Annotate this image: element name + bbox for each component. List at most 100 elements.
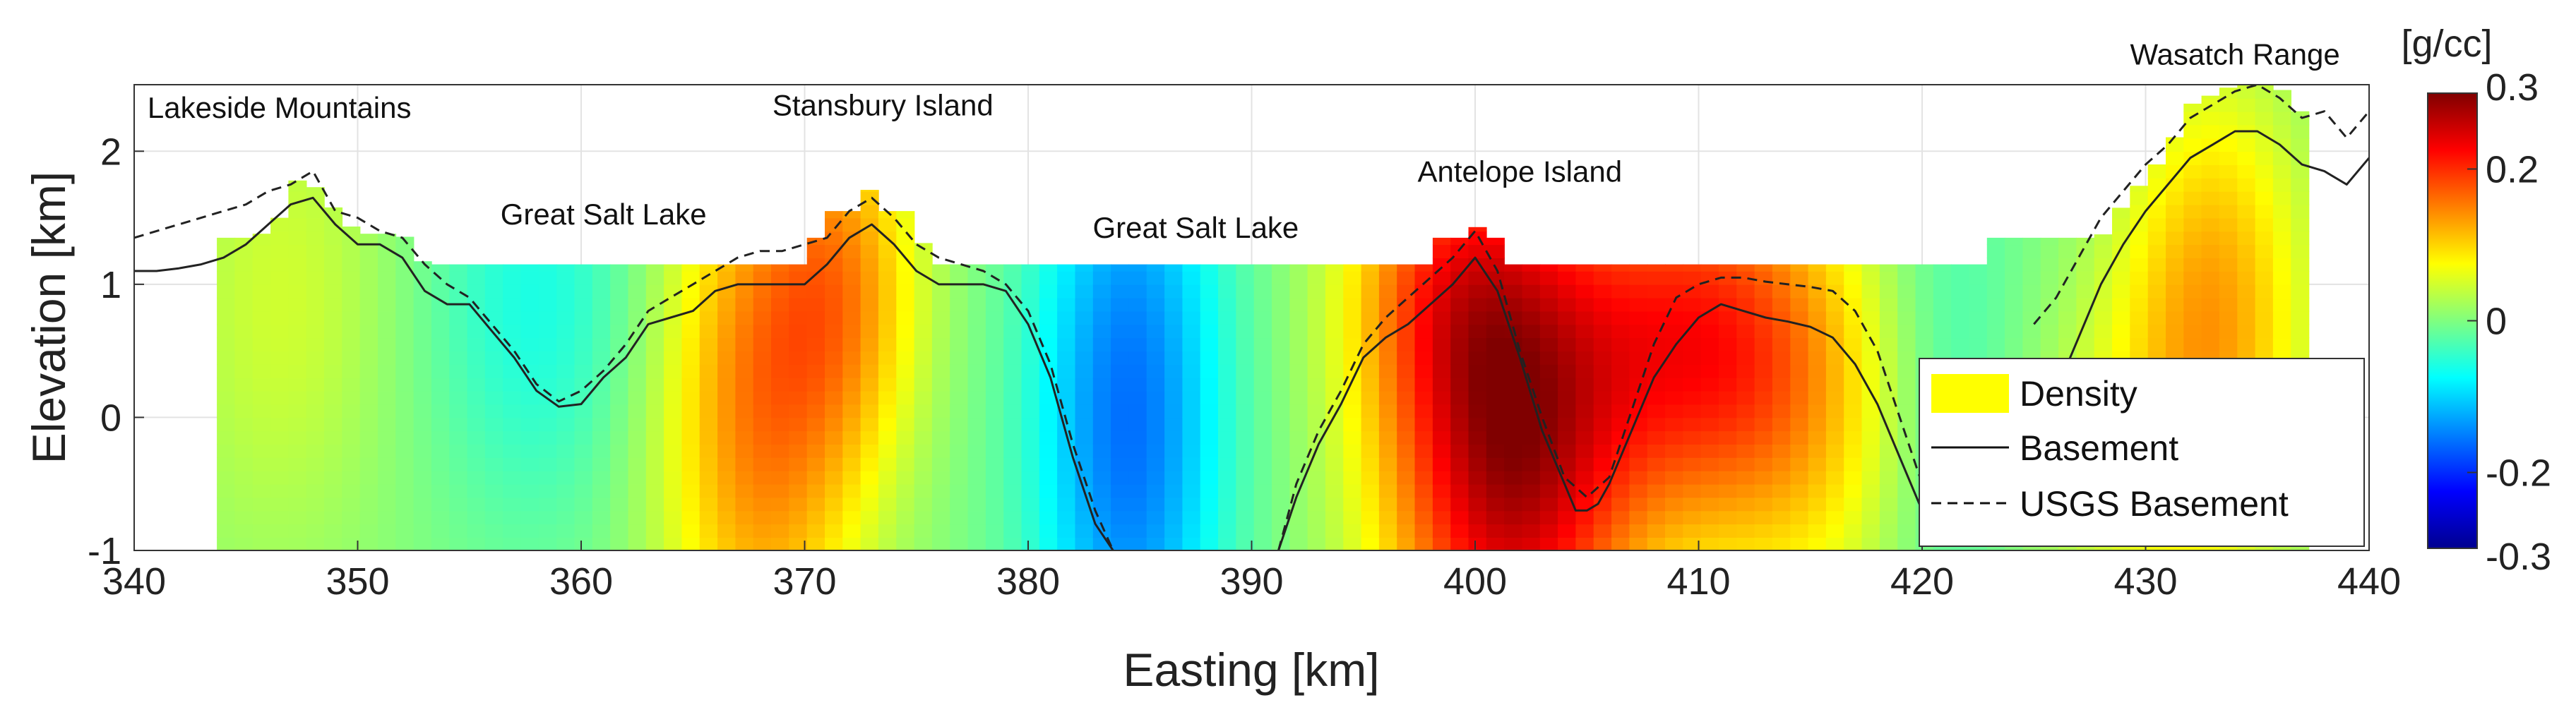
heatmap-cell bbox=[1057, 364, 1076, 378]
heatmap-cell bbox=[449, 537, 468, 550]
heatmap-cell bbox=[1236, 537, 1255, 550]
heatmap-cell bbox=[1897, 271, 1916, 285]
heatmap-cell bbox=[2237, 284, 2256, 299]
heatmap-cell bbox=[842, 324, 861, 339]
heatmap-cell bbox=[1361, 430, 1380, 445]
heatmap-cell bbox=[342, 510, 361, 525]
heatmap-cell bbox=[1057, 271, 1076, 285]
heatmap-cell bbox=[1325, 483, 1344, 498]
heatmap-cell bbox=[556, 537, 576, 550]
heatmap-cell bbox=[217, 537, 236, 550]
heatmap-cell bbox=[467, 524, 486, 538]
heatmap-cell bbox=[1253, 351, 1272, 365]
heatmap-cell bbox=[1790, 284, 1809, 299]
heatmap-cell bbox=[967, 351, 986, 365]
heatmap-cell bbox=[1253, 510, 1272, 525]
heatmap-cell bbox=[1039, 457, 1058, 471]
heatmap-cell bbox=[1825, 377, 1844, 392]
heatmap-cell bbox=[1808, 483, 1827, 498]
heatmap-cell bbox=[1683, 497, 1702, 512]
heatmap-cell bbox=[825, 430, 844, 445]
heatmap-cell bbox=[217, 244, 236, 258]
heatmap-cell bbox=[217, 271, 236, 285]
heatmap-cell bbox=[1611, 470, 1630, 485]
heatmap-cell bbox=[950, 457, 969, 471]
heatmap-cell bbox=[753, 430, 772, 445]
heatmap-cell bbox=[825, 271, 844, 285]
heatmap-cell bbox=[413, 297, 432, 312]
heatmap-cell bbox=[1111, 364, 1130, 378]
heatmap-cell bbox=[628, 417, 647, 432]
heatmap-cell bbox=[378, 430, 397, 445]
heatmap-cell bbox=[1504, 264, 1523, 272]
heatmap-cell bbox=[1307, 271, 1326, 285]
heatmap-cell bbox=[1253, 284, 1272, 299]
heatmap-cell bbox=[645, 430, 664, 445]
heatmap-cell bbox=[825, 324, 844, 339]
heatmap-cell bbox=[378, 297, 397, 312]
heatmap-cell bbox=[1432, 457, 1451, 471]
heatmap-cell bbox=[1468, 430, 1487, 445]
heatmap-cell bbox=[1647, 444, 1666, 458]
heatmap-cell bbox=[574, 430, 593, 445]
heatmap-cell bbox=[378, 457, 397, 471]
heatmap-cell bbox=[1003, 470, 1022, 485]
heatmap-cell bbox=[1397, 271, 1416, 285]
heatmap-cell bbox=[1593, 337, 1612, 351]
heatmap-cell bbox=[1111, 390, 1130, 405]
heatmap-cell bbox=[699, 404, 718, 418]
heatmap-cell bbox=[842, 364, 861, 378]
heatmap-cell bbox=[1719, 311, 1738, 325]
heatmap-cell bbox=[1719, 284, 1738, 299]
heatmap-cell bbox=[270, 404, 290, 418]
heatmap-cell bbox=[2201, 164, 2220, 179]
heatmap-cell bbox=[699, 510, 718, 525]
heatmap-cell bbox=[753, 537, 772, 550]
heatmap-cell bbox=[1754, 351, 1773, 365]
heatmap-cell bbox=[931, 311, 950, 325]
heatmap-cell bbox=[1468, 524, 1487, 538]
heatmap-cell bbox=[288, 444, 307, 458]
heatmap-cell bbox=[1647, 404, 1666, 418]
heatmap-cell bbox=[1539, 297, 1558, 312]
heatmap-cell bbox=[1825, 444, 1844, 458]
heatmap-cell bbox=[914, 510, 933, 525]
heatmap-cell bbox=[1879, 483, 1898, 498]
heatmap-cell bbox=[288, 231, 307, 246]
heatmap-cell bbox=[1790, 364, 1809, 378]
heatmap-cell bbox=[1558, 284, 1577, 299]
heatmap-cell bbox=[2166, 337, 2185, 351]
heatmap-cell bbox=[860, 404, 879, 418]
heatmap-cell bbox=[681, 311, 700, 325]
heatmap-cell bbox=[2237, 97, 2256, 112]
heatmap-cell bbox=[574, 510, 593, 525]
heatmap-cell bbox=[1754, 264, 1773, 272]
x-tick-label: 410 bbox=[1666, 560, 1730, 603]
heatmap-cell bbox=[1432, 404, 1451, 418]
heatmap-cell bbox=[1558, 297, 1577, 312]
heatmap-cell bbox=[664, 284, 683, 299]
heatmap-cell bbox=[1861, 271, 1880, 285]
heatmap-cell bbox=[1825, 470, 1844, 485]
heatmap-cell bbox=[503, 470, 522, 485]
heatmap-cell bbox=[645, 444, 664, 458]
heatmap-cell bbox=[1754, 377, 1773, 392]
x-tick-label: 340 bbox=[102, 560, 166, 603]
heatmap-cell bbox=[896, 404, 915, 418]
heatmap-cell bbox=[2040, 284, 2059, 299]
heatmap-cell bbox=[1361, 444, 1380, 458]
heatmap-cell bbox=[628, 457, 647, 471]
heatmap-cell bbox=[735, 264, 754, 272]
heatmap-cell bbox=[1897, 470, 1916, 485]
heatmap-cell bbox=[1075, 537, 1094, 550]
heatmap-cell bbox=[1272, 417, 1291, 432]
heatmap-cell bbox=[1825, 324, 1844, 339]
heatmap-cell bbox=[1611, 271, 1630, 285]
heatmap-cell bbox=[1897, 390, 1916, 405]
heatmap-cell bbox=[1450, 483, 1469, 498]
heatmap-cell bbox=[1253, 404, 1272, 418]
heatmap-cell bbox=[395, 324, 415, 339]
heatmap-cell bbox=[234, 351, 254, 365]
heatmap-cell bbox=[1486, 430, 1505, 445]
heatmap-cell bbox=[699, 444, 718, 458]
